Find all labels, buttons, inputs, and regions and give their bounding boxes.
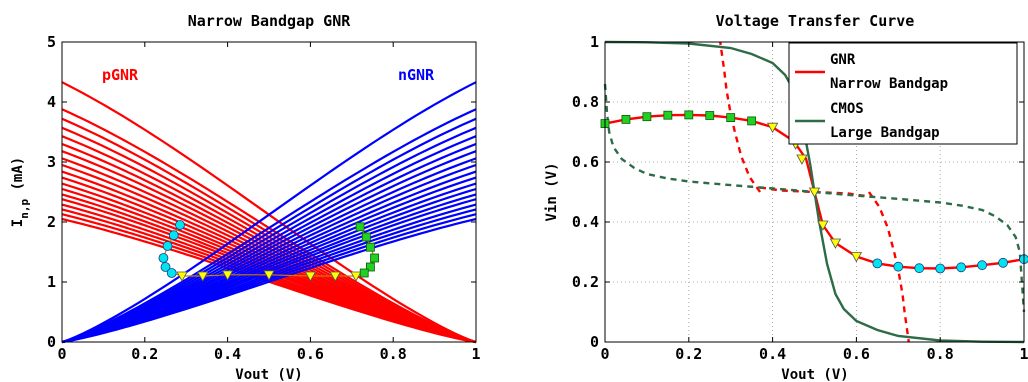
left-yellow-marker-1 bbox=[197, 271, 209, 282]
left-y-axis-label: In,p (mA) bbox=[10, 157, 31, 227]
right-x-tick-label-0: 0 bbox=[600, 345, 609, 363]
left-plot-area: 0 0.2 0.4 0.6 0.8 1 0 1 2 3 4 5 bbox=[47, 33, 481, 363]
right-legend: GNR Narrow Bandgap CMOS Large Bandgap bbox=[788, 42, 1018, 145]
right-y-tick-label-0: 0 bbox=[590, 333, 599, 351]
left-chart-current-curves: Narrow Bandgap GNR 0 0.2 0.4 0.6 0.8 1012345 … bbox=[10, 12, 481, 382]
right-x-tick-label-4: 0.8 bbox=[927, 345, 954, 363]
right-green-marker-1 bbox=[621, 115, 631, 124]
left-y-tick-label-2: 2 bbox=[47, 213, 56, 231]
left-green-marker-4 bbox=[366, 262, 375, 272]
right-y-axis-label: Vin (V) bbox=[544, 162, 560, 221]
left-green-marker-2 bbox=[366, 242, 375, 252]
left-annotation-ngnr: nGNR bbox=[398, 66, 435, 84]
right-yellow-marker-3 bbox=[808, 187, 821, 198]
right-y-tick-label-4: 0.8 bbox=[572, 93, 599, 111]
ngnr-curve-16 bbox=[61, 117, 477, 344]
right-x-tick-label-3: 0.6 bbox=[843, 345, 870, 363]
legend-cmos-label-line1: CMOS bbox=[830, 101, 864, 117]
left-green-marker-5 bbox=[359, 268, 369, 278]
right-x-axis-label: Vout (V) bbox=[781, 367, 848, 382]
left-x-axis-label: Vout (V) bbox=[235, 367, 302, 382]
left-x-tick-label-3: 0.6 bbox=[297, 345, 324, 363]
pgnr-curve-18 bbox=[61, 81, 477, 344]
left-cyan-marker-0 bbox=[175, 220, 185, 230]
left-y-axis-label-unit: (mA) bbox=[10, 157, 26, 199]
right-y-tick-label-3: 0.6 bbox=[572, 153, 599, 171]
right-y-tick-label-1: 0.2 bbox=[572, 273, 599, 291]
left-cyan-marker-1 bbox=[168, 230, 179, 241]
right-cyan-marker-5 bbox=[977, 260, 987, 271]
right-yellow-marker-2 bbox=[796, 154, 808, 165]
left-annotation-pgnr: pGNR bbox=[102, 66, 139, 84]
right-chart-title: Voltage Transfer Curve bbox=[716, 12, 915, 30]
left-yellow-marker-2 bbox=[221, 270, 234, 281]
right-green-marker-6 bbox=[726, 113, 736, 122]
left-cyan-marker-2 bbox=[162, 241, 173, 251]
pgnr-curve-17 bbox=[61, 108, 477, 344]
right-axes-frame bbox=[604, 41, 1025, 343]
left-yellow-marker-0 bbox=[176, 271, 188, 282]
right-green-marker-4 bbox=[684, 110, 694, 120]
left-x-tick-label-4: 0.8 bbox=[380, 345, 407, 363]
left-y-tick-label-0: 0 bbox=[47, 333, 56, 351]
left-x-tick-label-2: 0.4 bbox=[214, 345, 241, 363]
right-x-tick-label-5: 1 bbox=[1019, 345, 1028, 363]
right-yellow-marker-4 bbox=[817, 220, 829, 231]
right-cyan-marker-4 bbox=[956, 262, 967, 273]
ngnr-curve-17 bbox=[61, 108, 477, 344]
left-yellow-marker-6 bbox=[350, 271, 362, 282]
left-green-marker-3 bbox=[370, 253, 379, 263]
left-x-tick-label-5: 1 bbox=[471, 345, 480, 363]
legend-cmos-label-line2: Large Bandgap bbox=[830, 125, 940, 141]
right-y-tick-label-2: 0.4 bbox=[572, 213, 599, 231]
right-cyan-marker-3 bbox=[935, 263, 946, 274]
left-y-axis-label-sub: n,p bbox=[18, 199, 31, 219]
left-y-axis-label-main: I bbox=[10, 219, 26, 227]
ngnr-curve-18 bbox=[61, 81, 477, 344]
right-x-tick-label-2: 0.4 bbox=[759, 345, 786, 363]
right-yellow-marker-5 bbox=[829, 238, 842, 249]
left-cyan-marker-4 bbox=[160, 262, 171, 272]
right-green-marker-5 bbox=[705, 111, 715, 120]
left-cyan-marker-3 bbox=[158, 253, 169, 263]
left-yellow-marker-4 bbox=[304, 271, 317, 282]
right-cyan-marker-0 bbox=[872, 258, 883, 269]
legend-box bbox=[788, 42, 1018, 145]
right-series-6 bbox=[814, 190, 1026, 313]
left-y-tick-label-5: 5 bbox=[47, 33, 56, 51]
right-green-marker-7 bbox=[747, 116, 757, 126]
legend-gnr-label-line2: Narrow Bandgap bbox=[830, 76, 948, 92]
right-cyan-marker-6 bbox=[998, 257, 1008, 268]
left-yellow-marker-3 bbox=[263, 270, 275, 281]
left-cyan-marker-5 bbox=[166, 268, 177, 278]
right-chart-voltage-transfer: Voltage Transfer Curve 0 0.2 0.4 0.6 0.8 1 0 0.… bbox=[544, 12, 1028, 382]
right-series-1 bbox=[719, 41, 762, 193]
left-yellow-marker-5 bbox=[329, 271, 341, 282]
right-series-5 bbox=[603, 83, 815, 194]
right-cyan-marker-2 bbox=[914, 263, 925, 274]
left-green-marker-0 bbox=[355, 222, 365, 232]
right-yellow-marker-6 bbox=[850, 252, 863, 263]
right-y-tick-label-5: 1 bbox=[590, 33, 599, 51]
left-x-tick-label-0: 0 bbox=[57, 345, 66, 363]
right-yellow-marker-0 bbox=[766, 122, 779, 134]
right-green-marker-2 bbox=[642, 112, 652, 122]
left-green-marker-1 bbox=[361, 232, 371, 242]
right-x-tick-label-1: 0.2 bbox=[675, 345, 702, 363]
left-axes-frame bbox=[61, 41, 477, 343]
right-green-marker-3 bbox=[663, 110, 673, 120]
left-y-tick-label-1: 1 bbox=[47, 273, 56, 291]
left-y-tick-label-4: 4 bbox=[47, 93, 56, 111]
legend-gnr-label-line1: GNR bbox=[830, 52, 856, 68]
left-y-tick-label-3: 3 bbox=[47, 153, 56, 171]
right-series-3 bbox=[867, 191, 910, 343]
right-cyan-marker-1 bbox=[893, 261, 904, 272]
left-x-tick-label-1: 0.2 bbox=[131, 345, 158, 363]
left-chart-title: Narrow Bandgap GNR bbox=[188, 12, 352, 30]
